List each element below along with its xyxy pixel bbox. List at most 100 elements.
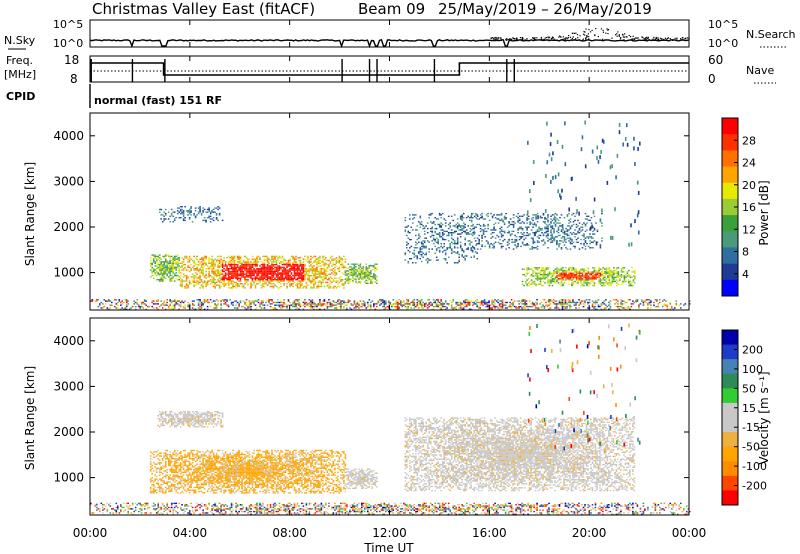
heatmap-cell: [347, 282, 350, 284]
heatmap-cell: [178, 257, 180, 259]
heatmap-cell: [415, 241, 417, 243]
heatmap-cell: [577, 230, 579, 233]
heatmap-cell: [251, 265, 254, 267]
heatmap-cell: [307, 279, 309, 281]
heatmap-cell: [238, 304, 240, 306]
heatmap-cell: [541, 268, 543, 270]
heatmap-cell: [164, 218, 167, 220]
heatmap-cell: [583, 233, 585, 235]
heatmap-cell: [648, 301, 651, 304]
heatmap-cell: [398, 307, 401, 309]
heatmap-cell: [310, 258, 312, 260]
heatmap-cell: [634, 282, 636, 284]
heatmap-cell: [317, 280, 320, 282]
nsearch-point: [680, 38, 682, 40]
heatmap-cell: [308, 268, 311, 270]
heatmap-cell: [227, 304, 230, 306]
heatmap-cell: [221, 273, 224, 275]
heatmap-cell: [269, 272, 272, 274]
heatmap-cell: [578, 229, 581, 231]
heatmap-cell: [296, 281, 299, 284]
heatmap-cell: [371, 281, 374, 283]
heatmap-cell: [591, 300, 594, 302]
heatmap-cell: [194, 269, 197, 271]
heatmap-cell: [236, 269, 239, 271]
heatmap-cell: [125, 299, 128, 301]
heatmap-cell: [590, 279, 593, 281]
heatmap-cell: [310, 287, 312, 289]
heatmap-cell: [472, 227, 474, 230]
heatmap-cell: [562, 274, 564, 276]
heatmap-cell: [397, 301, 399, 304]
heatmap-cell: [533, 223, 536, 226]
nsearch-point: [634, 37, 637, 39]
heatmap-cell: [583, 268, 585, 270]
heatmap-cell: [572, 275, 575, 277]
heatmap-cell: [480, 303, 483, 305]
heatmap-cell: [455, 223, 457, 226]
heatmap-cell: [355, 278, 357, 280]
heatmap-cell: [441, 233, 444, 235]
heatmap-cell: [202, 270, 204, 273]
heatmap-cell: [569, 275, 572, 277]
heatmap-cell: [175, 300, 177, 302]
heatmap-cell: [429, 221, 432, 223]
heatmap-cell: [272, 287, 275, 289]
heatmap-cell: [202, 263, 204, 266]
heatmap-cell: [218, 266, 221, 269]
heatmap-cell: [617, 272, 620, 274]
heatmap-cell: [245, 301, 248, 304]
heatmap-cell: [313, 269, 315, 271]
heatmap-cell: [169, 270, 171, 273]
heatmap-cell: [169, 269, 171, 271]
heatmap-cell: [545, 268, 548, 270]
heatmap-cell: [456, 243, 459, 245]
heatmap-cell: [389, 303, 392, 305]
heatmap-cell: [617, 274, 620, 276]
heatmap-cell: [190, 269, 192, 271]
heatmap-cell: [214, 285, 216, 288]
heatmap-cell: [236, 257, 239, 259]
heatmap-cell: [456, 301, 459, 304]
heatmap-cell: [182, 215, 185, 217]
heatmap-cell: [152, 255, 155, 258]
heatmap-cell: [200, 212, 203, 215]
heatmap-cell: [358, 270, 360, 272]
heatmap-cell: [271, 257, 273, 259]
heatmap-cell: [590, 241, 593, 243]
heatmap-cell: [346, 270, 348, 272]
heatmap-cell: [509, 234, 512, 237]
heatmap-cell: [170, 266, 173, 269]
heatmap-cell: [211, 259, 213, 262]
heatmap-cell: [283, 263, 285, 266]
heatmap-cell: [211, 263, 213, 266]
heatmap-cell: [262, 277, 264, 279]
nsearch-point: [505, 39, 507, 41]
heatmap-cell: [233, 259, 236, 262]
heatmap-cell: [564, 307, 567, 309]
heatmap-cell: [115, 307, 118, 309]
heatmap-cell: [211, 255, 213, 258]
heatmap-cell: [362, 303, 365, 305]
heatmap-cell: [272, 272, 275, 274]
heatmap-cell: [555, 300, 558, 302]
heatmap-cell: [532, 226, 534, 228]
heatmap-cell: [556, 279, 558, 281]
heatmap-cell: [254, 258, 257, 260]
heatmap-cell: [269, 285, 272, 288]
heatmap-cell: [498, 303, 501, 305]
heatmap-cell: [155, 268, 158, 270]
heatmap-cell: [476, 299, 478, 301]
heatmap-cell: [565, 241, 567, 243]
heatmap-cell: [526, 226, 528, 228]
heatmap-cell: [578, 269, 581, 272]
heatmap-cell: [199, 287, 201, 289]
heatmap-cell: [262, 270, 264, 273]
heatmap-cell: [359, 300, 362, 302]
heatmap-cell: [266, 255, 269, 258]
heatmap-cell: [550, 221, 552, 223]
heatmap-cell: [497, 307, 499, 309]
heatmap-cell: [423, 304, 426, 306]
heatmap-cell: [557, 226, 560, 228]
heatmap-cell: [181, 261, 183, 263]
